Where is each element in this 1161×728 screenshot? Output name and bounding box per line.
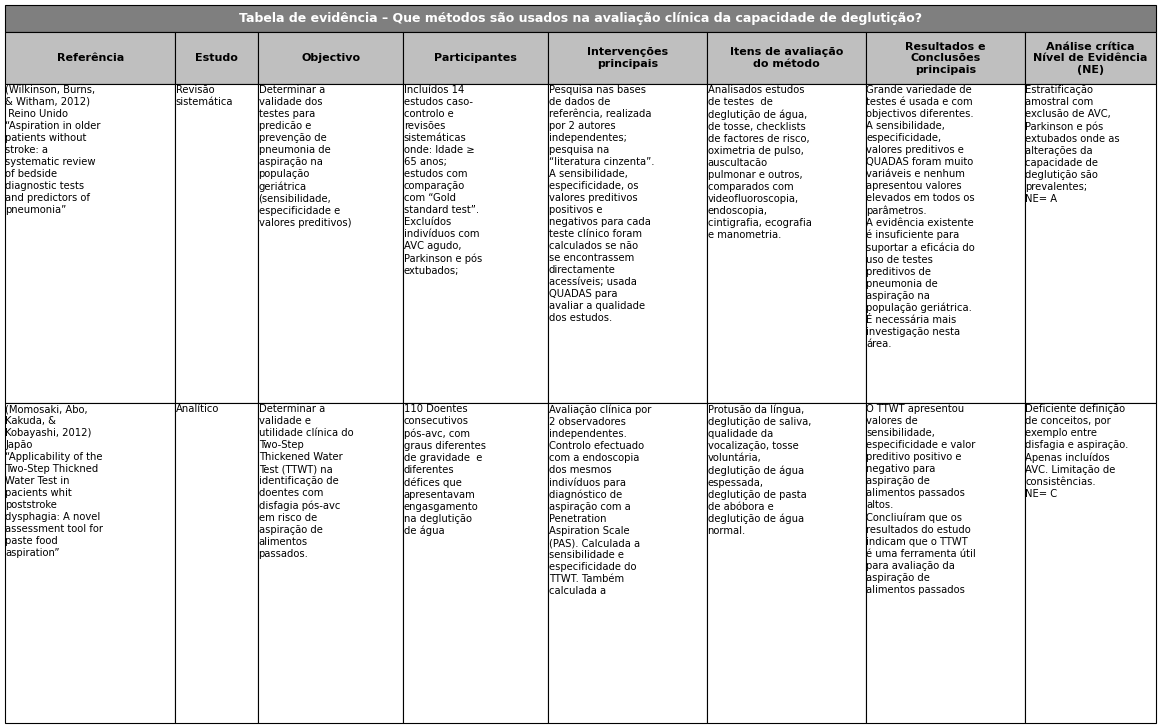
Text: Resultados e
Conclusões
principais: Resultados e Conclusões principais — [906, 41, 986, 75]
Bar — [5, 32, 175, 84]
Bar — [403, 32, 548, 84]
Bar — [258, 403, 403, 723]
Text: Grande variedade de
testes é usada e com
objectivos diferentes.
A sensibilidade,: Grande variedade de testes é usada e com… — [866, 85, 975, 349]
Bar — [5, 5, 1156, 32]
Bar — [1025, 403, 1156, 723]
Text: Deficiente definição
de conceitos, por
exemplo entre
disfagia e aspiração.
Apena: Deficiente definição de conceitos, por e… — [1025, 405, 1128, 499]
Text: 110 Doentes
consecutivos
pós-avc, com
graus diferentes
de gravidade  e
diferente: 110 Doentes consecutivos pós-avc, com gr… — [404, 405, 485, 537]
Bar — [258, 84, 403, 403]
Text: O TTWT apresentou
valores de
sensibilidade,
especificidade e valor
preditivo pos: O TTWT apresentou valores de sensibilida… — [866, 405, 976, 595]
Bar — [175, 84, 258, 403]
Text: (Momosaki, Abo,
Kakuda, &
Kobayashi, 2012)
Japão
“Applicability of the
Two-Step : (Momosaki, Abo, Kakuda, & Kobayashi, 201… — [6, 405, 103, 558]
Text: Intervenções
principais: Intervenções principais — [587, 47, 669, 69]
Bar — [707, 403, 866, 723]
Bar — [403, 84, 548, 403]
Bar — [548, 403, 707, 723]
Bar — [5, 403, 175, 723]
Text: Incluídos 14
estudos caso-
controlo e
revisões
sistemáticas
onde: Idade ≥
65 ano: Incluídos 14 estudos caso- controlo e re… — [404, 85, 482, 276]
Text: Referência: Referência — [57, 53, 124, 63]
Bar — [707, 84, 866, 403]
Bar — [403, 403, 548, 723]
Text: Determinar a
validade e
utilidade clínica do
Two-Step
Thickened Water
Test (TTWT: Determinar a validade e utilidade clínic… — [259, 405, 353, 559]
Bar — [258, 32, 403, 84]
Text: Avaliação clínica por
2 observadores
independentes.
Controlo efectuado
com a end: Avaliação clínica por 2 observadores ind… — [549, 405, 651, 596]
Text: Revisão
sistemática: Revisão sistemática — [175, 85, 233, 107]
Bar — [548, 32, 707, 84]
Text: Tabela de evidência – Que métodos são usados na avaliação clínica da capacidade : Tabela de evidência – Que métodos são us… — [239, 12, 922, 25]
Text: Estratificação
amostral com
exclusão de AVC,
Parkinson e pós
extubados onde as
a: Estratificação amostral com exclusão de … — [1025, 85, 1120, 204]
Text: Determinar a
validade dos
testes para
predicão e
prevenção de
pneumonia de
aspir: Determinar a validade dos testes para pr… — [259, 85, 351, 228]
Text: Itens de avaliação
do método: Itens de avaliação do método — [730, 47, 843, 69]
Text: Participantes: Participantes — [434, 53, 517, 63]
Bar — [175, 403, 258, 723]
Text: Pesquisa nas bases
de dados de
referência, realizada
por 2 autores
independentes: Pesquisa nas bases de dados de referênci… — [549, 85, 654, 323]
Bar — [175, 32, 258, 84]
Bar — [1025, 32, 1156, 84]
Bar — [707, 32, 866, 84]
Text: Analisados estudos
de testes  de
deglutição de água,
de tosse, checklists
de fac: Analisados estudos de testes de deglutiç… — [707, 85, 812, 240]
Bar — [866, 32, 1025, 84]
Text: Estudo: Estudo — [195, 53, 238, 63]
Text: Análise crítica
Nível de Evidência
(NE): Análise crítica Nível de Evidência (NE) — [1033, 41, 1147, 75]
Bar — [5, 84, 175, 403]
Text: Objectivo: Objectivo — [301, 53, 360, 63]
Text: Protusão da língua,
deglutição de saliva,
qualidade da
vocalização, tosse
volunt: Protusão da língua, deglutição de saliva… — [707, 405, 810, 537]
Bar — [1025, 84, 1156, 403]
Text: Analítico: Analítico — [175, 405, 219, 414]
Text: (Wilkinson, Burns,
& Witham, 2012)
 Reino Unido
“Aspiration in older
patients wi: (Wilkinson, Burns, & Witham, 2012) Reino… — [6, 85, 101, 215]
Bar — [866, 84, 1025, 403]
Bar — [866, 403, 1025, 723]
Bar — [548, 84, 707, 403]
